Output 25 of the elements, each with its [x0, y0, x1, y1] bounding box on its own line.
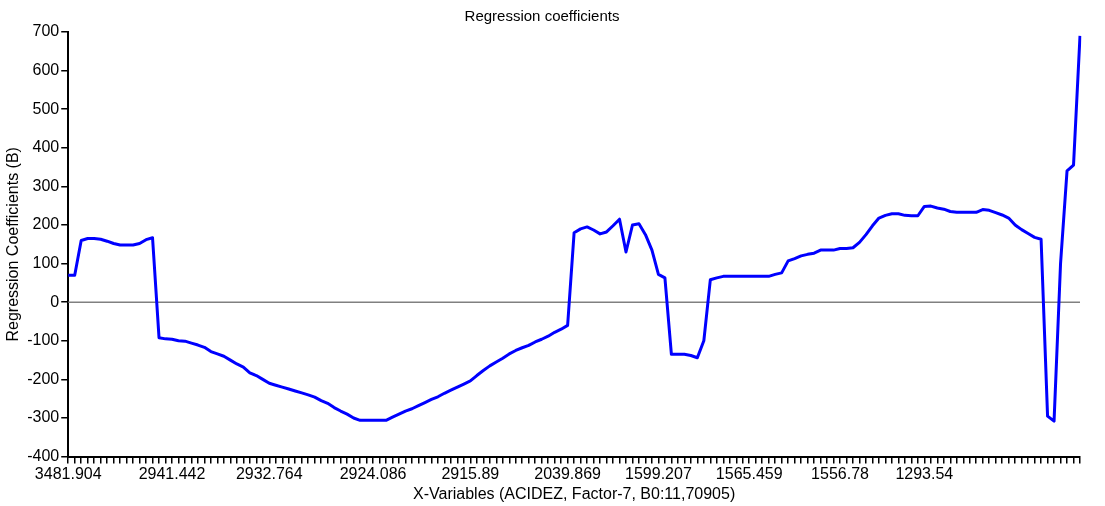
y-tick-label: -100	[27, 331, 60, 349]
x-tick-label: 2039.869	[534, 464, 602, 482]
x-tick-label: 2915.89	[441, 464, 500, 482]
y-axis-title: Regression Coefficients (B)	[4, 147, 22, 342]
x-axis-title: X-Variables (ACIDEZ, Factor-7, B0:11,70905)	[413, 484, 736, 502]
y-tick-label: 600	[32, 61, 60, 79]
x-tick-label: 1293.54	[895, 464, 954, 482]
x-tick-label: 1556.78	[811, 464, 870, 482]
x-tick-label: 2941.442	[138, 464, 206, 482]
chart-title: Regression coefficients	[464, 7, 620, 25]
x-tick-label: 1599.207	[625, 464, 692, 482]
y-tick-label: -200	[27, 369, 60, 387]
y-tick-label: 700	[32, 22, 60, 40]
y-tick-label: 200	[32, 215, 60, 233]
y-tick-label: 500	[32, 99, 60, 117]
y-tick-label: 0	[50, 292, 60, 310]
x-tick-label: 2932.764	[235, 464, 303, 482]
x-tick-label: 2924.086	[339, 464, 407, 482]
x-tick-label: 1565.459	[715, 464, 783, 482]
y-tick-label: 100	[32, 254, 60, 272]
y-tick-label: 400	[32, 138, 60, 156]
y-tick-label: 300	[32, 176, 60, 194]
y-tick-label: -400	[27, 447, 60, 465]
y-tick-label: -300	[27, 408, 60, 426]
x-tick-label: 3481.904	[34, 464, 102, 482]
